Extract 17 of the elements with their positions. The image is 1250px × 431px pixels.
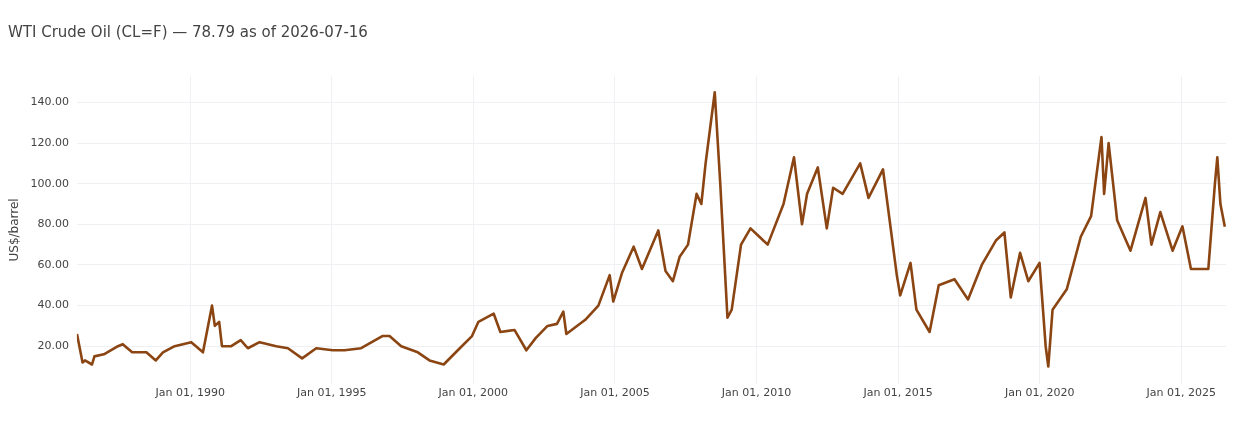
x-tick-label: Jan 01, 2015 bbox=[862, 386, 933, 400]
x-tick-label: Jan 01, 1995 bbox=[296, 386, 367, 400]
x-tick-label: Jan 01, 2000 bbox=[437, 386, 509, 400]
y-tick-label: 60.00 bbox=[37, 257, 69, 271]
x-tick-label: Jan 01, 2020 bbox=[1003, 386, 1075, 400]
chart-title: WTI Crude Oil (CL=F) — 78.79 as of 2026-07-16 bbox=[8, 22, 368, 41]
y-tick-label: 100.00 bbox=[30, 176, 69, 190]
x-tick-label: Jan 01, 1990 bbox=[154, 386, 225, 400]
x-tick-label: Jan 01, 2025 bbox=[1145, 386, 1217, 400]
y-tick-label: 80.00 bbox=[37, 217, 69, 231]
y-tick-label: 20.00 bbox=[37, 339, 69, 353]
x-tick-label: Jan 01, 2010 bbox=[720, 386, 792, 400]
y-tick-label: 40.00 bbox=[37, 298, 69, 312]
x-tick-label: Jan 01, 2005 bbox=[579, 386, 650, 400]
y-axis-title: US$/barrel bbox=[7, 198, 22, 262]
y-tick-label: 120.00 bbox=[30, 135, 69, 149]
y-tick-label: 140.00 bbox=[30, 95, 69, 109]
